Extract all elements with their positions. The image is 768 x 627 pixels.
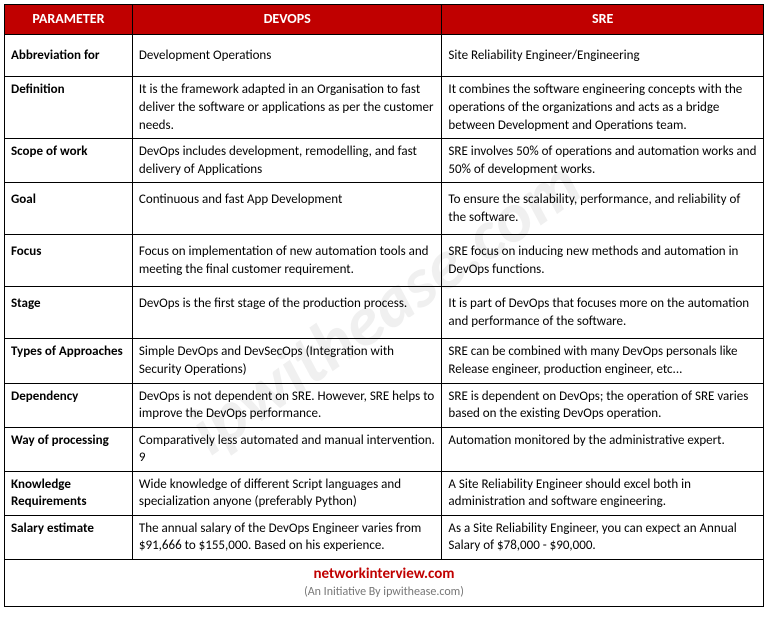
cell-parameter: Salary estimate (5, 515, 133, 559)
header-sre: SRE (442, 5, 764, 35)
cell-parameter: Abbreviation for (5, 34, 133, 77)
cell-devops: DevOps is the first stage of the product… (132, 287, 442, 339)
cell-parameter: Types of Approaches (5, 339, 133, 383)
cell-sre: It is part of DevOps that focuses more o… (442, 287, 764, 339)
cell-parameter: Goal (5, 183, 133, 235)
cell-devops: Wide knowledge of different Script langu… (132, 471, 442, 515)
cell-sre: A Site Reliability Engineer should excel… (442, 471, 764, 515)
cell-sre: SRE involves 50% of operations and autom… (442, 139, 764, 183)
table-row: DependencyDevOps is not dependent on SRE… (5, 383, 764, 427)
cell-devops: DevOps includes development, remodelling… (132, 139, 442, 183)
cell-devops: It is the framework adapted in an Organi… (132, 77, 442, 139)
cell-devops: Simple DevOps and DevSecOps (Integration… (132, 339, 442, 383)
footer-initiative: (An Initiative By ipwithease.com) (5, 584, 763, 600)
cell-sre: Site Reliability Engineer/Engineering (442, 34, 764, 77)
header-devops: DEVOPS (132, 5, 442, 35)
table-row: Scope of workDevOps includes development… (5, 139, 764, 183)
table-row: FocusFocus on implementation of new auto… (5, 235, 764, 287)
table-row: Way of processingComparatively less auto… (5, 427, 764, 471)
cell-sre: SRE is dependent on DevOps; the operatio… (442, 383, 764, 427)
cell-devops: The annual salary of the DevOps Engineer… (132, 515, 442, 559)
table-header-row: PARAMETER DEVOPS SRE (5, 5, 764, 35)
cell-sre: Automation monitored by the administrati… (442, 427, 764, 471)
table-row: Knowledge RequirementsWide knowledge of … (5, 471, 764, 515)
cell-sre: It combines the software engineering con… (442, 77, 764, 139)
cell-parameter: Way of processing (5, 427, 133, 471)
cell-devops: DevOps is not dependent on SRE. However,… (132, 383, 442, 427)
footer-brand: networkinterview.com (5, 564, 763, 584)
cell-devops: Development Operations (132, 34, 442, 77)
table-row: Types of ApproachesSimple DevOps and Dev… (5, 339, 764, 383)
comparison-table: PARAMETER DEVOPS SRE Abbreviation forDev… (4, 4, 764, 607)
cell-devops: Continuous and fast App Development (132, 183, 442, 235)
header-parameter: PARAMETER (5, 5, 133, 35)
table-row: Abbreviation forDevelopment OperationsSi… (5, 34, 764, 77)
table-row: DefinitionIt is the framework adapted in… (5, 77, 764, 139)
cell-devops: Focus on implementation of new automatio… (132, 235, 442, 287)
cell-parameter: Scope of work (5, 139, 133, 183)
cell-parameter: Knowledge Requirements (5, 471, 133, 515)
cell-parameter: Dependency (5, 383, 133, 427)
cell-sre: SRE can be combined with many DevOps per… (442, 339, 764, 383)
cell-sre: To ensure the scalability, performance, … (442, 183, 764, 235)
cell-sre: As a Site Reliability Engineer, you can … (442, 515, 764, 559)
cell-parameter: Definition (5, 77, 133, 139)
table-row: StageDevOps is the first stage of the pr… (5, 287, 764, 339)
table-row: Salary estimateThe annual salary of the … (5, 515, 764, 559)
table-footer-row: networkinterview.com (An Initiative By i… (5, 559, 764, 606)
table-row: GoalContinuous and fast App DevelopmentT… (5, 183, 764, 235)
cell-parameter: Stage (5, 287, 133, 339)
cell-sre: SRE focus on inducing new methods and au… (442, 235, 764, 287)
cell-parameter: Focus (5, 235, 133, 287)
cell-devops: Comparatively less automated and manual … (132, 427, 442, 471)
